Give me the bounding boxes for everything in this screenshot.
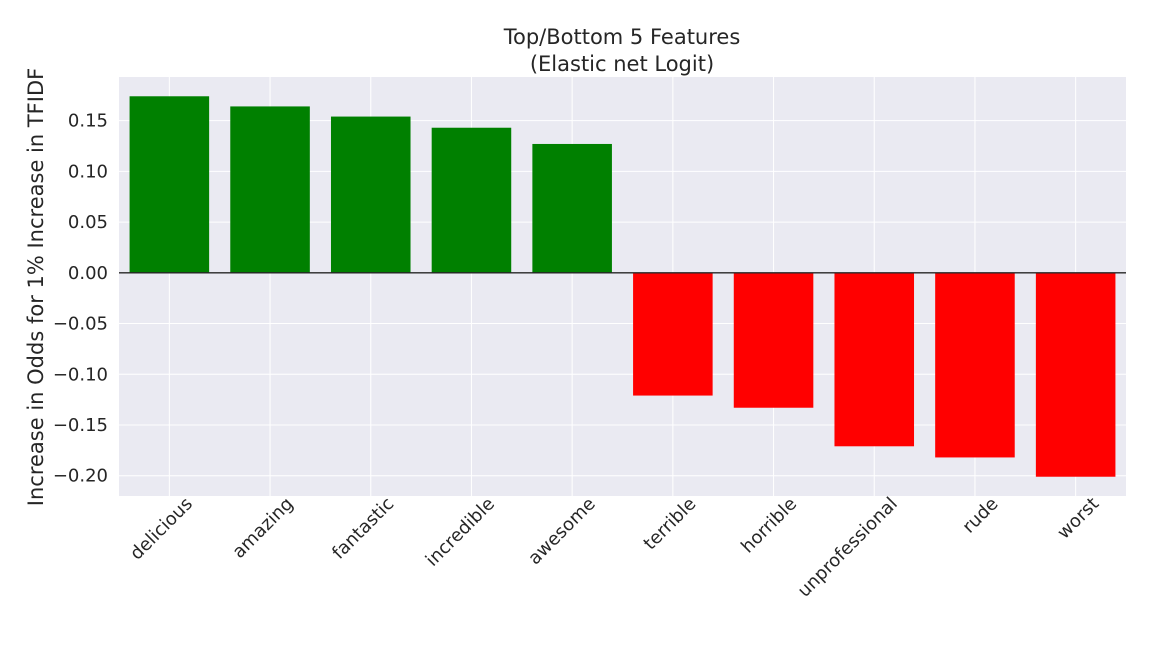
bar-incredible [431,127,512,273]
x-tick-label-unprofessional: unprofessional [794,493,902,601]
bars [129,96,1116,477]
y-tick-label: −0.05 [53,314,108,335]
y-tick-labels: 0.15 0.10 0.05 0.00 −0.05 −0.10 −0.15 −0.20 [53,111,108,487]
x-tick-label-amazing: amazing [228,493,297,562]
y-tick-label: 0.15 [68,111,108,132]
bar-fantastic [330,116,411,273]
bar-awesome [532,143,612,273]
bar-terrible [633,272,713,396]
y-tick-label: 0.05 [68,212,108,233]
y-tick-label: 0.00 [68,263,108,284]
x-tick-labels: delicious amazing fantastic incredible aweso… [126,493,1103,601]
bar-unprofessional [834,272,915,447]
bar-horrible [733,272,814,408]
y-tick-label: −0.20 [53,466,108,487]
y-axis-label: Increase in Odds for 1% Increase in TFID… [24,68,48,506]
x-tick-label-terrible: terrible [640,493,701,554]
x-tick-label-worst: worst [1053,493,1103,543]
bar-amazing [230,106,310,273]
chart-title-line-1: Top/Bottom 5 Features [503,25,741,49]
bar-delicious [129,96,210,273]
y-tick-label: −0.15 [53,415,108,436]
bar-worst [1035,272,1116,477]
x-tick-label-fantastic: fantastic [328,493,398,563]
x-tick-label-awesome: awesome [524,493,600,569]
bar-rude [935,272,1015,458]
y-tick-label: 0.10 [68,161,108,182]
x-tick-label-delicious: delicious [126,493,197,564]
x-tick-label-incredible: incredible [422,493,499,570]
x-tick-label-horrible: horrible [737,493,801,557]
x-tick-label-rude: rude [958,493,1002,537]
y-tick-label: −0.10 [53,364,108,385]
chart-title-line-2: (Elastic net Logit) [530,52,714,76]
